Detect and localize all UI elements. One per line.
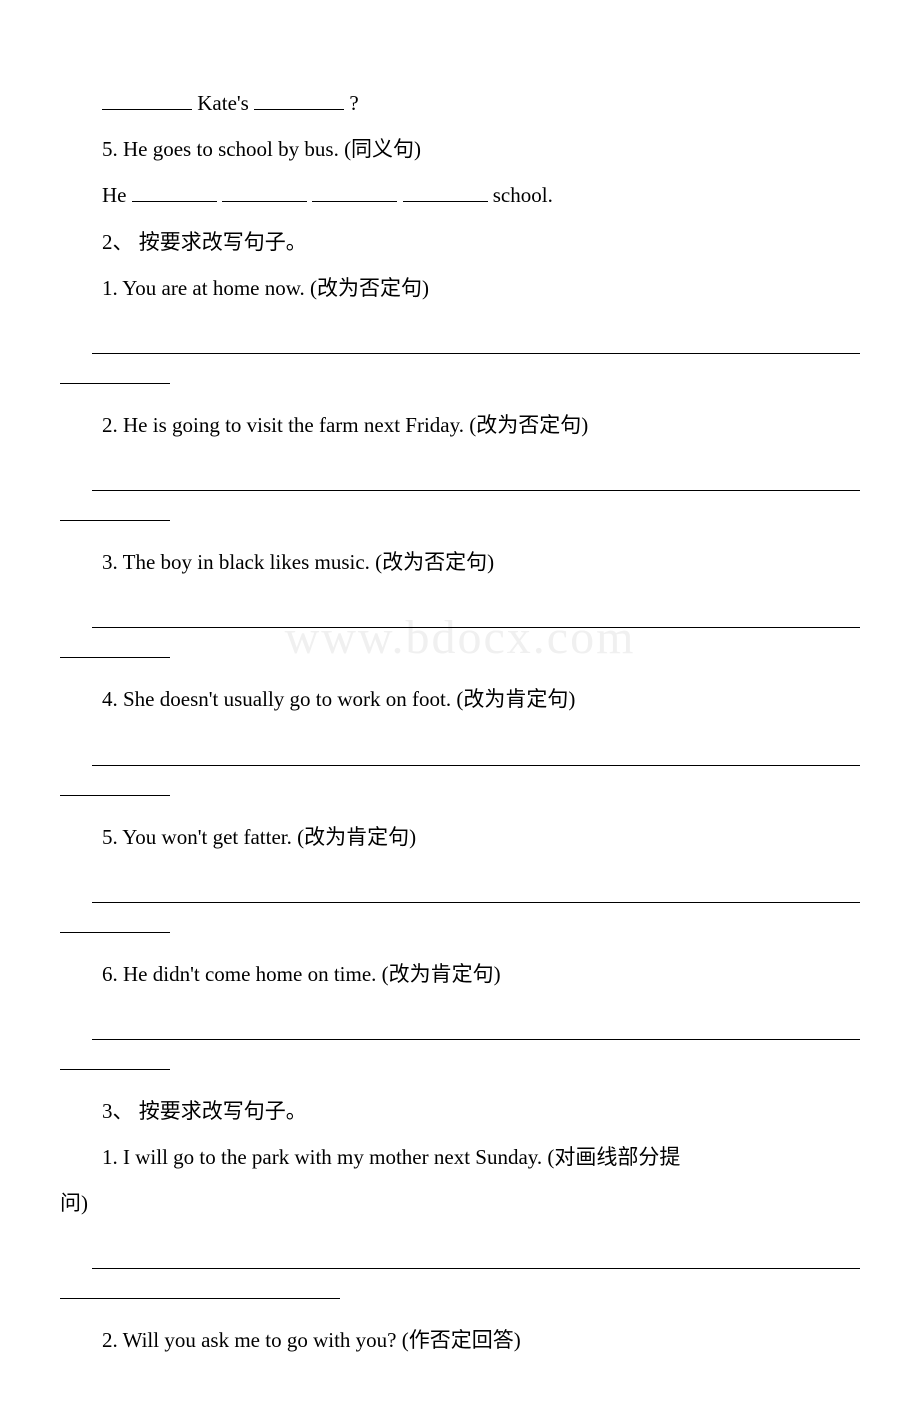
answer-blank-line: [92, 466, 860, 491]
answer-blank-line: [60, 771, 170, 796]
blank-field: [403, 180, 488, 202]
question: 5. You won't get fatter. (改为肯定句): [60, 814, 860, 860]
section-heading: 2、 按要求改写句子。: [60, 219, 860, 265]
answer-blank-line: [92, 878, 860, 903]
question: 2. He is going to visit the farm next Fr…: [60, 402, 860, 448]
answer-blank-line: [92, 1015, 860, 1040]
answer-blank-line: [60, 496, 170, 521]
text: school.: [493, 183, 553, 207]
answer-blank-line: [60, 1274, 340, 1299]
question: 2. Will you ask me to go with you? (作否定回…: [60, 1317, 860, 1363]
answer-blank-line: [60, 633, 170, 658]
question: 1. I will go to the park with my mother …: [60, 1134, 860, 1180]
answer-blank-line: [92, 603, 860, 628]
text: ?: [349, 91, 358, 115]
blank-field: [132, 180, 217, 202]
question: 3. The boy in black likes music. (改为否定句): [60, 539, 860, 585]
question: 1. You are at home now. (改为否定句): [60, 265, 860, 311]
text: Kate's: [197, 91, 249, 115]
answer-blank-line: [60, 908, 170, 933]
blank-field: [222, 180, 307, 202]
blank-field: [102, 88, 192, 110]
answer-blank-line: [60, 1045, 170, 1070]
question-continued: 问): [60, 1180, 860, 1226]
document-page: Kate's ? 5. He goes to school by bus. (同…: [0, 0, 920, 1424]
text: He: [102, 183, 127, 207]
text-line: 5. He goes to school by bus. (同义句): [60, 126, 860, 172]
answer-blank-line: [92, 1244, 860, 1269]
blank-field: [254, 88, 344, 110]
text-line: Kate's ?: [60, 80, 860, 126]
answer-blank-line: [60, 359, 170, 384]
text-line: He school.: [60, 172, 860, 218]
answer-blank-line: [92, 329, 860, 354]
question: 6. He didn't come home on time. (改为肯定句): [60, 951, 860, 997]
answer-blank-line: [92, 741, 860, 766]
question: 4. She doesn't usually go to work on foo…: [60, 676, 860, 722]
blank-field: [312, 180, 397, 202]
section-heading: 3、 按要求改写句子。: [60, 1088, 860, 1134]
